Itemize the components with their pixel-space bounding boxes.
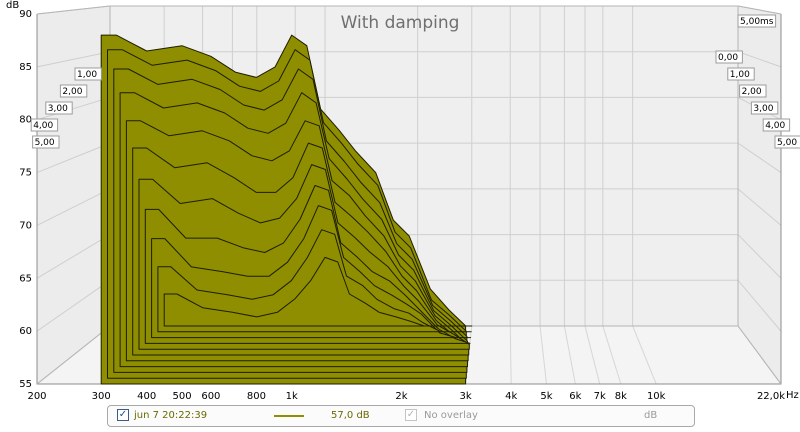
y-gridline-right xyxy=(737,279,782,332)
y-tick-label: 60 xyxy=(19,326,32,337)
overlay-checkbox[interactable]: ✓ xyxy=(405,409,417,421)
time-tick-left-3,00: 3,00 xyxy=(45,101,73,115)
measurement-color-swatch xyxy=(274,415,304,417)
x-tick-label: 500 xyxy=(172,391,191,402)
time-label-box xyxy=(727,67,755,81)
time-label-text: 5,00ms xyxy=(740,17,774,27)
x-tick-label: 10k xyxy=(647,391,666,402)
time-label-box xyxy=(739,84,767,98)
time-label-box xyxy=(74,67,102,81)
x-gridline-floor xyxy=(584,325,601,385)
time-label-text: 1,00 xyxy=(730,70,750,80)
y-tick-label: 55 xyxy=(19,379,32,390)
time-label-text: 1,00 xyxy=(77,70,97,80)
x-tick-label: 800 xyxy=(247,391,266,402)
time-tick-right-0,00: 0,00 xyxy=(715,50,743,64)
x-gridline-floor xyxy=(563,325,576,385)
y-gridline-left xyxy=(36,279,111,332)
y-gridline-right xyxy=(737,234,782,279)
time-tick-right-2,00: 2,00 xyxy=(739,84,767,98)
measurement-checkbox[interactable]: ✓ xyxy=(117,409,129,421)
y-gridline-left xyxy=(36,142,111,174)
y-gridline-right xyxy=(737,188,782,226)
x-tick-label: 5k xyxy=(540,391,552,402)
time-label-box xyxy=(30,118,59,132)
time-label-box xyxy=(715,50,743,64)
x-tick-label: 8k xyxy=(615,391,627,402)
x-tick-label: 300 xyxy=(92,391,111,402)
time-tick-left-1,00: 1,00 xyxy=(74,67,102,81)
y-tick-label: 80 xyxy=(19,115,32,126)
legend-bar: ✓ jun 7 20:22:39 57,0 dB ✓ No overlay dB xyxy=(107,405,695,427)
left-wall xyxy=(37,6,110,384)
y-tick-label: 85 xyxy=(19,62,32,73)
x-tick-label: 1k xyxy=(286,391,298,402)
x-gridline-floor xyxy=(632,325,657,385)
measurement-value: 57,0 dB xyxy=(331,410,370,421)
x-tick-label: 7k xyxy=(594,391,606,402)
time-corner-label: 5,00ms xyxy=(737,14,777,28)
frame-edge xyxy=(737,325,782,385)
time-tick-right-1,00: 1,00 xyxy=(727,67,755,81)
x-tick-label: 3k xyxy=(460,391,472,402)
y-tick-label: 75 xyxy=(19,168,32,179)
y-gridline-left xyxy=(36,234,111,279)
time-tick-right-5,00: 5,00 xyxy=(774,135,800,149)
time-label-box xyxy=(750,101,779,115)
time-tick-left-2,00: 2,00 xyxy=(59,84,88,98)
time-tick-right-4,00: 4,00 xyxy=(762,118,791,132)
overlay-label: No overlay xyxy=(424,410,478,421)
time-tick-right-3,00: 3,00 xyxy=(750,101,779,115)
y-tick-label: 65 xyxy=(19,273,32,284)
time-label-box xyxy=(762,118,791,132)
overlay-unit: dB xyxy=(644,410,658,421)
x-tick-label: 200 xyxy=(27,391,46,402)
time-label-text: 4,00 xyxy=(33,121,53,131)
chart-title: With damping xyxy=(341,13,460,33)
time-label-box xyxy=(59,84,88,98)
x-tick-label: 22,0k xyxy=(757,391,785,402)
waterfall-surface xyxy=(100,34,473,385)
y-gridline-left xyxy=(36,96,111,121)
time-label-text: 4,00 xyxy=(765,121,785,131)
time-label-text: 3,00 xyxy=(753,104,773,114)
time-label-text: 5,00 xyxy=(777,138,797,148)
x-tick-label: 4k xyxy=(505,391,517,402)
time-label-text: 5,00 xyxy=(35,138,55,148)
frame-edge xyxy=(36,325,111,385)
y-tick-label: 70 xyxy=(19,220,32,231)
measurement-label: jun 7 20:22:39 xyxy=(134,410,208,421)
y-axis-unit: dB xyxy=(6,0,19,11)
y-gridline-right xyxy=(737,142,782,173)
x-tick-label: 2k xyxy=(395,391,407,402)
x-gridline-floor xyxy=(539,325,547,385)
time-tick-left-5,00: 5,00 xyxy=(32,135,60,149)
time-tick-left-4,00: 4,00 xyxy=(30,118,59,132)
x-axis-unit: Hz xyxy=(786,390,799,401)
time-label-text: 2,00 xyxy=(742,87,762,97)
x-gridline-floor xyxy=(509,325,512,385)
time-label-box xyxy=(737,14,777,28)
axis-ticks: 55 60 65 70 75 80 85 90 200 300 400 500 600 800 1k 2k 3k… xyxy=(19,9,800,402)
time-label-text: 2,00 xyxy=(62,87,82,97)
time-label-box xyxy=(774,135,800,149)
time-label-text: 3,00 xyxy=(48,104,68,114)
y-gridline-left xyxy=(36,51,111,68)
y-tick-label: 90 xyxy=(19,9,32,20)
x-tick-label: 400 xyxy=(137,391,156,402)
y-gridline-right xyxy=(737,51,782,68)
time-label-box xyxy=(45,101,73,115)
waterfall-slice-5.0ms xyxy=(163,256,473,327)
time-label-text: 0,00 xyxy=(718,53,738,63)
time-label-box xyxy=(32,135,60,149)
x-tick-label: 600 xyxy=(201,391,220,402)
frame-edge xyxy=(737,5,782,15)
frame-edge xyxy=(36,5,111,15)
x-tick-label: 6k xyxy=(569,391,581,402)
right-wall xyxy=(738,6,781,384)
y-gridline-left xyxy=(36,188,111,226)
x-gridline-floor xyxy=(602,325,622,385)
